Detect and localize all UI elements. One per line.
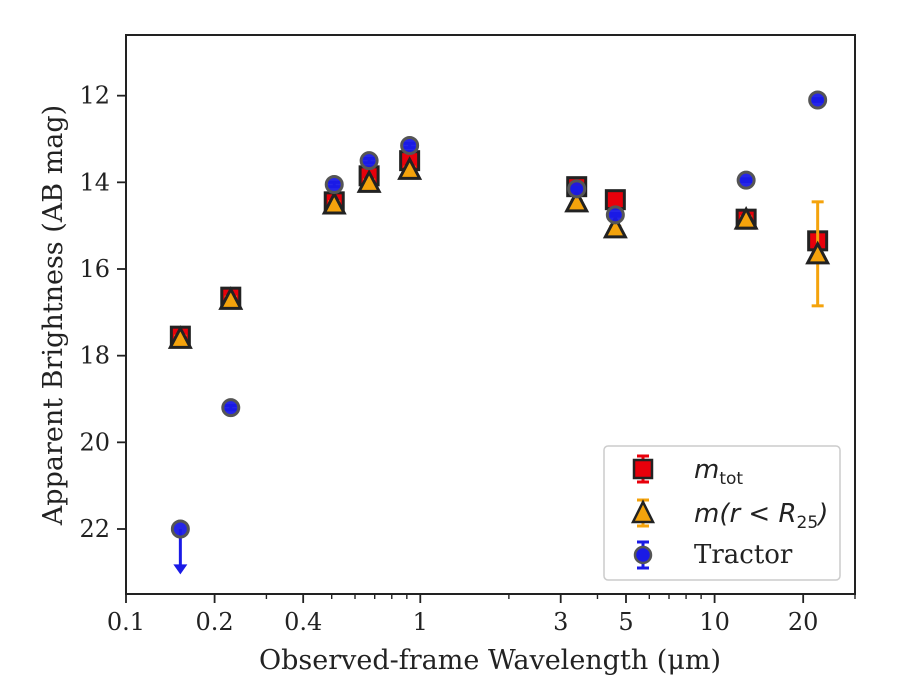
- legend-tail: ): [816, 499, 828, 529]
- data-point-m-r25: [167, 325, 193, 349]
- data-point-m-r25: [321, 190, 347, 215]
- y-tick-label: 22: [79, 515, 110, 543]
- legend-circle-marker: [633, 545, 653, 565]
- x-tick-label: 0.2: [196, 608, 234, 636]
- legend-label-m-r25: m(r < R25): [694, 499, 828, 533]
- series-m-tot: [169, 150, 829, 347]
- legend-entry-tractor: Tractor: [633, 540, 793, 570]
- plot-layer: [167, 90, 831, 575]
- data-point-m-r25: [733, 205, 759, 230]
- x-tick-label: 0.4: [284, 608, 322, 636]
- data-point-tractor: [605, 205, 625, 225]
- x-tick-label: 10: [699, 608, 730, 636]
- upper-limit-arrow-head: [173, 564, 188, 575]
- x-tick-label: 3: [553, 608, 568, 636]
- data-point-m-r25: [356, 169, 382, 193]
- y-axis-label: Apparent Brightness (AB mag): [38, 105, 69, 526]
- legend-main: m(r < R: [694, 499, 797, 529]
- data-point-tractor: [170, 519, 190, 539]
- plot-frame: [125, 34, 856, 595]
- legend-triangle-marker: [630, 499, 656, 524]
- x-axis-label: Observed-frame Wavelength (μm): [259, 645, 721, 676]
- legend: mtot m(r < R25) Tractor: [603, 445, 841, 581]
- y-tick-label: 20: [79, 428, 110, 456]
- data-point-m-r25: [218, 286, 244, 310]
- data-point-m-r25: [805, 240, 831, 265]
- y-tick-label: 18: [79, 342, 110, 370]
- x-tick-label: 5: [618, 608, 633, 636]
- legend-main: m: [694, 455, 719, 485]
- legend-entry-m-tot: mtot: [632, 454, 743, 489]
- legend-label-m-tot: mtot: [694, 455, 743, 489]
- legend-subscript: 25: [797, 513, 819, 533]
- legend-subscript: tot: [719, 469, 743, 489]
- series-m-r25: [167, 156, 831, 349]
- x-tick-label: 1: [413, 608, 428, 636]
- legend-box: [603, 445, 841, 581]
- data-point-tractor: [808, 90, 828, 110]
- data-point-m-r25: [564, 188, 590, 213]
- data-point-tractor: [400, 136, 420, 155]
- data-point-tractor: [567, 179, 587, 199]
- series-tractor: [170, 90, 828, 575]
- x-tick-label: 0.1: [107, 608, 145, 636]
- x-tick-label: 20: [788, 608, 819, 636]
- y-tick-label: 12: [79, 82, 110, 110]
- legend-entry-m-r25: m(r < R25): [630, 498, 828, 533]
- data-point-tractor: [359, 151, 379, 171]
- legend-label-tractor: Tractor: [694, 540, 793, 570]
- data-point-m-r25: [602, 214, 628, 239]
- y-tick-label: 14: [79, 168, 110, 196]
- legend-square-marker: [632, 458, 654, 480]
- ticks-layer: 0.1 0.2 0.4 1 3 5 10 20 12 14 16 18 20 22: [79, 82, 856, 636]
- data-point-m-r25: [397, 156, 423, 180]
- y-tick-label: 16: [79, 255, 110, 283]
- data-point-tractor: [324, 175, 344, 194]
- data-point-tractor: [736, 170, 756, 190]
- data-point-tractor: [221, 398, 241, 418]
